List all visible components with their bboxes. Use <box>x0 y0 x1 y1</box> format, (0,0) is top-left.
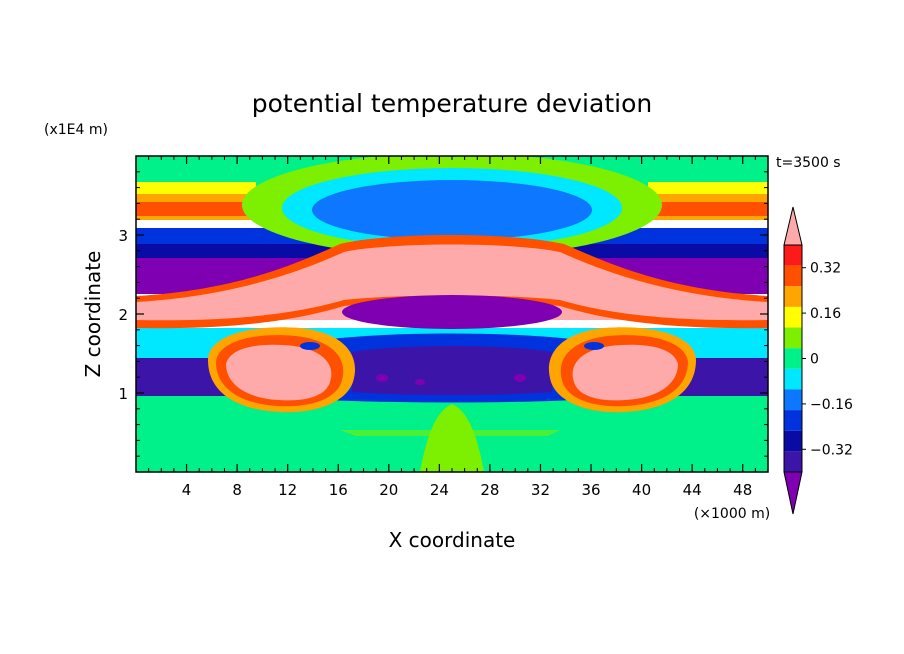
colorbar-box <box>784 348 802 369</box>
colorbar-box <box>784 368 802 390</box>
contour-field <box>136 156 768 472</box>
colorbar: 0.32 0.16 0 −0.16 −0.32 <box>783 206 853 515</box>
y-axis-label: Z coordinate <box>81 251 105 378</box>
colorbar-box <box>784 327 802 349</box>
chart-title: potential temperature deviation <box>252 89 652 118</box>
colorbar-tick-label: −0.32 <box>810 442 853 458</box>
x-tick-label: 24 <box>430 481 449 499</box>
central-lens <box>342 295 562 329</box>
time-label: t=3500 s <box>776 155 841 171</box>
trough-speck-3 <box>514 374 526 382</box>
colorbar-box <box>784 410 802 431</box>
trough-speck-1 <box>376 374 388 382</box>
y-tick-label: 3 <box>118 227 128 245</box>
colorbar-arrow-top <box>783 206 803 246</box>
colorbar-box <box>784 389 802 411</box>
x-tick-label: 32 <box>531 481 550 499</box>
x-axis-ticks: 4 8 12 16 20 24 28 32 36 40 44 48 <box>148 156 756 499</box>
colorbar-arrow-bottom <box>783 471 803 515</box>
bottom-plume <box>420 404 484 472</box>
y-axis-ticks: 1 2 3 <box>118 171 768 457</box>
rotor-left-pink <box>226 344 332 401</box>
bottom-plume-fringe <box>340 430 560 436</box>
y-unit-label: (x1E4 m) <box>44 122 108 138</box>
x-tick-label: 20 <box>379 481 398 499</box>
colorbar-tick-label: 0 <box>810 352 819 368</box>
x-band-pink <box>136 244 768 321</box>
colorbar-box <box>784 430 802 452</box>
colorbar-box <box>784 245 802 266</box>
y-tick-label: 2 <box>118 306 128 324</box>
colorbar-box <box>784 451 802 472</box>
x-tick-label: 48 <box>733 481 752 499</box>
colorbar-tick-label: −0.16 <box>810 397 853 413</box>
x-tick-label: 44 <box>683 481 702 499</box>
x-tick-label: 12 <box>278 481 297 499</box>
x-axis-label: X coordinate <box>389 528 516 552</box>
band-yellow-right <box>648 182 768 194</box>
rotor-left-eye <box>300 342 320 350</box>
x-unit-label: (×1000 m) <box>694 506 770 522</box>
colorbar-tick-label: 0.16 <box>810 306 841 322</box>
band-yellow-left <box>136 182 256 194</box>
x-tick-label: 8 <box>232 481 242 499</box>
colorbar-box <box>784 286 802 307</box>
x-tick-label: 36 <box>581 481 600 499</box>
y-tick-label: 1 <box>118 385 128 403</box>
dome-blue <box>312 180 592 240</box>
x-tick-label: 16 <box>329 481 348 499</box>
colorbar-tick-label: 0.32 <box>810 261 841 277</box>
x-tick-label: 28 <box>480 481 499 499</box>
rotor-right-pink <box>572 344 678 401</box>
rotor-right-eye <box>584 342 604 350</box>
trough-speck-2 <box>415 379 425 385</box>
x-tick-label: 4 <box>182 481 192 499</box>
colorbar-box <box>784 265 802 287</box>
colorbar-box <box>784 306 802 328</box>
x-tick-label: 40 <box>632 481 651 499</box>
lower-trough-indigo <box>352 346 552 395</box>
